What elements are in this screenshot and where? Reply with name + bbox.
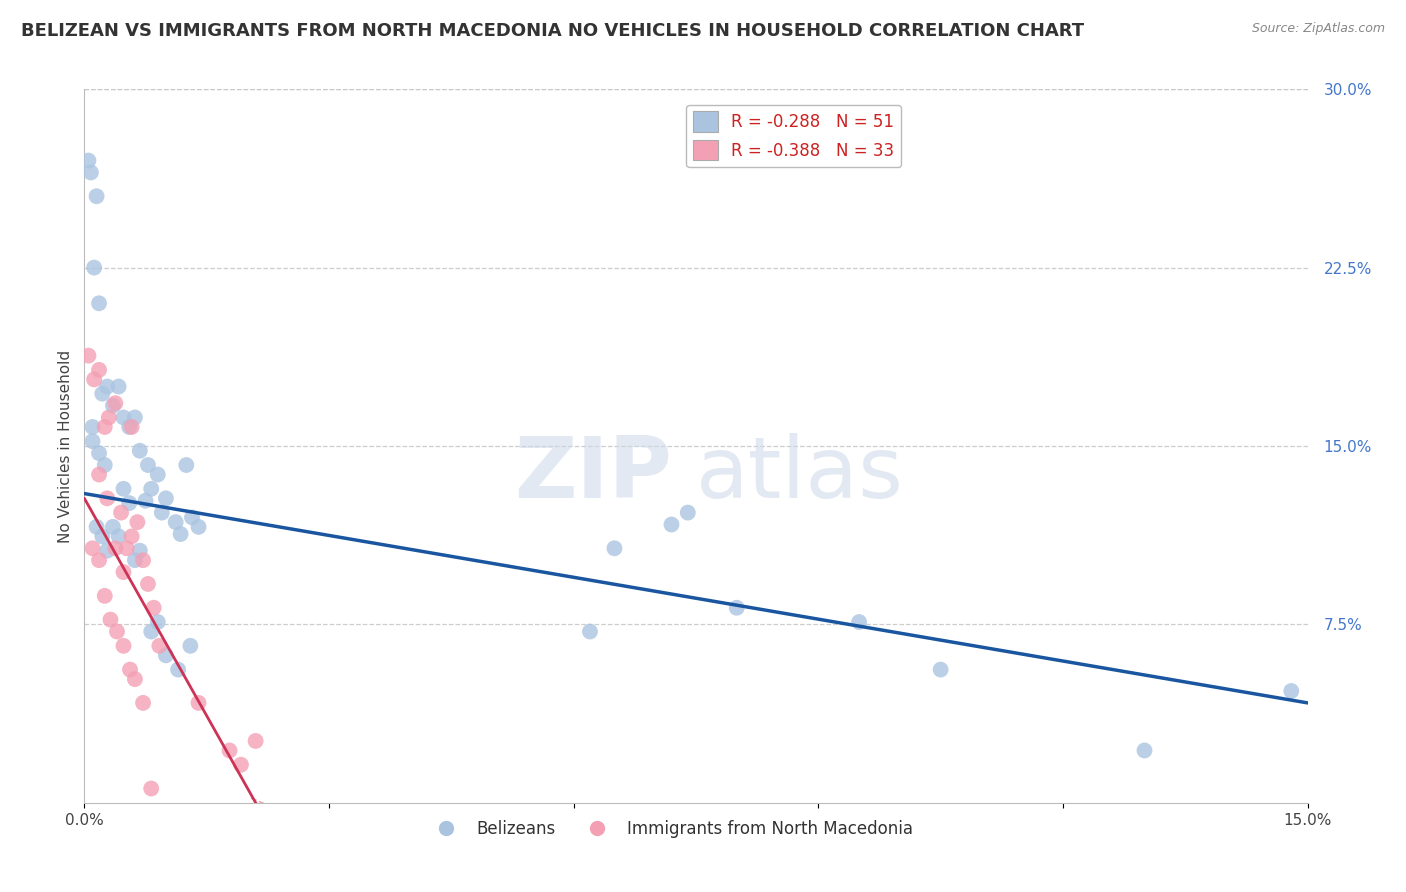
Point xyxy=(848,615,870,629)
Point xyxy=(1279,684,1302,698)
Point xyxy=(100,613,122,627)
Point xyxy=(118,420,141,434)
Point xyxy=(135,493,157,508)
Point xyxy=(96,491,118,506)
Point xyxy=(179,639,201,653)
Point xyxy=(93,420,115,434)
Text: Source: ZipAtlas.com: Source: ZipAtlas.com xyxy=(1251,22,1385,36)
Point xyxy=(101,399,124,413)
Point xyxy=(115,541,138,556)
Point xyxy=(112,565,135,579)
Text: atlas: atlas xyxy=(696,433,904,516)
Point xyxy=(107,379,129,393)
Point xyxy=(124,410,146,425)
Point xyxy=(87,467,110,482)
Point xyxy=(187,520,209,534)
Point xyxy=(104,396,127,410)
Point xyxy=(146,467,169,482)
Point xyxy=(86,189,108,203)
Point xyxy=(93,589,115,603)
Point xyxy=(165,515,187,529)
Point xyxy=(229,757,252,772)
Point xyxy=(169,527,191,541)
Point xyxy=(118,496,141,510)
Point xyxy=(86,520,108,534)
Point xyxy=(124,553,146,567)
Point xyxy=(96,543,118,558)
Point xyxy=(132,553,155,567)
Point xyxy=(661,517,683,532)
Point xyxy=(136,577,159,591)
Point xyxy=(121,529,143,543)
Point xyxy=(603,541,626,556)
Legend: Belizeans, Immigrants from North Macedonia: Belizeans, Immigrants from North Macedon… xyxy=(423,814,920,845)
Point xyxy=(132,696,155,710)
Point xyxy=(83,260,105,275)
Point xyxy=(83,372,105,386)
Point xyxy=(112,639,135,653)
Point xyxy=(105,624,128,639)
Point xyxy=(187,696,209,710)
Point xyxy=(155,491,177,506)
Point xyxy=(80,165,103,179)
Point xyxy=(155,648,177,663)
Point xyxy=(181,510,204,524)
Point xyxy=(579,624,602,639)
Point xyxy=(245,734,267,748)
Point xyxy=(97,410,120,425)
Point xyxy=(141,624,163,639)
Point xyxy=(82,420,104,434)
Point xyxy=(104,541,127,556)
Point xyxy=(148,639,170,653)
Point xyxy=(112,410,135,425)
Point xyxy=(77,349,100,363)
Point xyxy=(167,663,190,677)
Point xyxy=(725,600,748,615)
Point xyxy=(118,663,141,677)
Point xyxy=(128,443,150,458)
Point xyxy=(82,434,104,449)
Point xyxy=(91,386,114,401)
Point xyxy=(110,506,132,520)
Point xyxy=(174,458,197,472)
Point xyxy=(127,515,149,529)
Point xyxy=(101,520,124,534)
Text: BELIZEAN VS IMMIGRANTS FROM NORTH MACEDONIA NO VEHICLES IN HOUSEHOLD CORRELATION: BELIZEAN VS IMMIGRANTS FROM NORTH MACEDO… xyxy=(21,22,1084,40)
Point xyxy=(121,420,143,434)
Point xyxy=(136,458,159,472)
Point xyxy=(87,363,110,377)
Point xyxy=(218,743,240,757)
Text: ZIP: ZIP xyxy=(513,433,672,516)
Point xyxy=(141,781,163,796)
Point xyxy=(96,379,118,393)
Point xyxy=(107,529,129,543)
Point xyxy=(124,672,146,686)
Point xyxy=(87,553,110,567)
Point xyxy=(93,458,115,472)
Point xyxy=(87,296,110,310)
Point xyxy=(1133,743,1156,757)
Y-axis label: No Vehicles in Household: No Vehicles in Household xyxy=(58,350,73,542)
Point xyxy=(929,663,952,677)
Point xyxy=(142,600,165,615)
Point xyxy=(91,529,114,543)
Point xyxy=(112,482,135,496)
Point xyxy=(146,615,169,629)
Point xyxy=(676,506,699,520)
Point xyxy=(128,543,150,558)
Point xyxy=(150,506,173,520)
Point xyxy=(141,482,163,496)
Point xyxy=(82,541,104,556)
Point xyxy=(87,446,110,460)
Point xyxy=(77,153,100,168)
